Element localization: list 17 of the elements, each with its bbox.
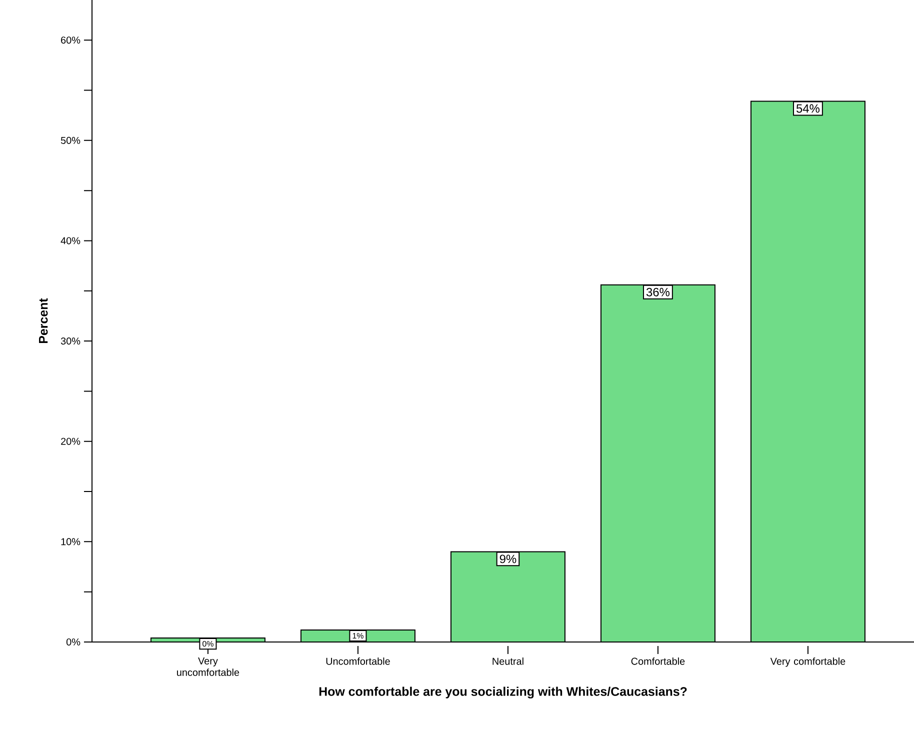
y-tick-label: 40% [60, 237, 80, 244]
y-tick-label: 0% [66, 638, 80, 646]
x-axis-title: How comfortable are you socializing with Whites/Caucasians? [319, 686, 687, 698]
y-tick-label: 20% [61, 438, 80, 445]
x-tick-label: Uncomfortable [326, 658, 390, 665]
y-tick-label: 30% [60, 338, 80, 345]
y-tick-label: 10% [61, 538, 80, 546]
y-axis-title: Percent [39, 298, 48, 343]
data-label: 36% [646, 288, 670, 296]
y-tick-label: 60% [61, 36, 80, 44]
data-label: 54% [796, 104, 820, 113]
data-label: 9% [500, 554, 516, 564]
y-tick-label: 50% [60, 136, 80, 144]
x-tick-label: Very comfortable [770, 658, 846, 667]
x-tick-label: Very uncomfortable [177, 658, 240, 676]
x-tick-label: Neutral [492, 658, 524, 665]
x-tick-label: Comfortable [631, 658, 685, 665]
